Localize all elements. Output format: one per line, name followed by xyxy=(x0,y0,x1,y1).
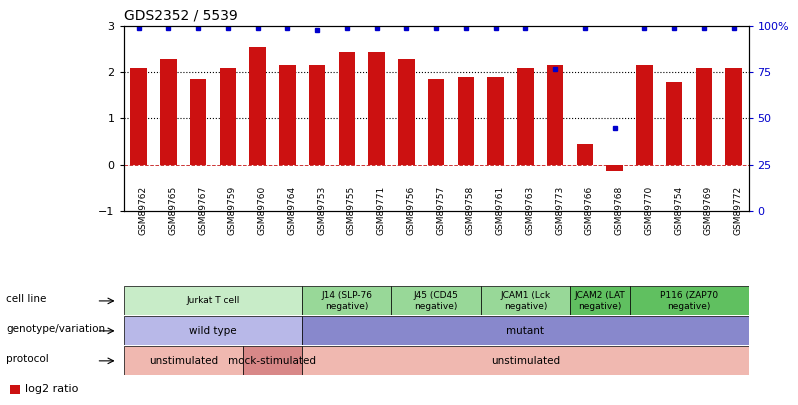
Text: P116 (ZAP70
negative): P116 (ZAP70 negative) xyxy=(660,291,718,311)
Text: GSM89757: GSM89757 xyxy=(436,186,445,235)
Text: GSM89765: GSM89765 xyxy=(168,186,177,235)
Text: GSM89759: GSM89759 xyxy=(228,186,237,235)
Bar xyxy=(480,286,570,315)
Bar xyxy=(488,77,504,164)
Bar xyxy=(219,68,236,164)
Text: GSM89768: GSM89768 xyxy=(614,186,623,235)
Bar xyxy=(392,286,480,315)
Bar xyxy=(124,286,302,315)
Text: mutant: mutant xyxy=(507,326,544,336)
Bar xyxy=(302,316,749,345)
Text: GSM89772: GSM89772 xyxy=(733,186,743,235)
Bar xyxy=(725,68,742,164)
Text: log2 ratio: log2 ratio xyxy=(25,384,78,394)
Text: GSM89767: GSM89767 xyxy=(198,186,207,235)
Text: GSM89761: GSM89761 xyxy=(496,186,504,235)
Text: GSM89769: GSM89769 xyxy=(704,186,713,235)
Bar xyxy=(577,144,593,164)
Text: GSM89754: GSM89754 xyxy=(674,186,683,235)
Bar xyxy=(190,79,206,164)
Text: JCAM1 (Lck
negative): JCAM1 (Lck negative) xyxy=(500,291,551,311)
Text: unstimulated: unstimulated xyxy=(148,356,218,366)
Text: GSM89762: GSM89762 xyxy=(139,186,148,235)
Text: wild type: wild type xyxy=(189,326,237,336)
Bar xyxy=(309,66,326,164)
Bar xyxy=(124,316,302,345)
Text: J14 (SLP-76
negative): J14 (SLP-76 negative) xyxy=(322,291,373,311)
Text: GSM89756: GSM89756 xyxy=(406,186,415,235)
Text: GSM89753: GSM89753 xyxy=(317,186,326,235)
Text: genotype/variation: genotype/variation xyxy=(6,324,105,335)
Text: GDS2352 / 5539: GDS2352 / 5539 xyxy=(124,8,238,22)
Bar xyxy=(338,52,355,164)
Bar xyxy=(547,66,563,164)
Bar xyxy=(302,286,392,315)
Text: GSM89771: GSM89771 xyxy=(377,186,385,235)
Bar xyxy=(428,79,444,164)
Bar xyxy=(666,82,682,164)
Text: GSM89755: GSM89755 xyxy=(347,186,356,235)
Bar xyxy=(696,68,712,164)
Bar xyxy=(517,68,534,164)
Text: Jurkat T cell: Jurkat T cell xyxy=(186,296,239,305)
Bar xyxy=(606,164,622,171)
Text: GSM89773: GSM89773 xyxy=(555,186,564,235)
Text: cell line: cell line xyxy=(6,294,46,305)
Text: mock-stimulated: mock-stimulated xyxy=(228,356,317,366)
Text: GSM89766: GSM89766 xyxy=(585,186,594,235)
Bar xyxy=(279,66,295,164)
Text: GSM89764: GSM89764 xyxy=(287,186,296,235)
Text: GSM89758: GSM89758 xyxy=(466,186,475,235)
Text: J45 (CD45
negative): J45 (CD45 negative) xyxy=(413,291,459,311)
Text: GSM89763: GSM89763 xyxy=(525,186,535,235)
Bar xyxy=(630,286,749,315)
Text: GSM89760: GSM89760 xyxy=(258,186,267,235)
Bar xyxy=(124,346,243,375)
Text: unstimulated: unstimulated xyxy=(491,356,560,366)
Bar xyxy=(243,346,302,375)
Text: GSM89770: GSM89770 xyxy=(645,186,654,235)
Bar xyxy=(398,59,414,164)
Bar xyxy=(458,77,474,164)
Bar xyxy=(130,68,147,164)
Bar xyxy=(160,59,176,164)
Bar xyxy=(636,66,653,164)
Bar xyxy=(369,52,385,164)
Bar xyxy=(250,47,266,164)
Bar xyxy=(302,346,749,375)
Text: JCAM2 (LAT
negative): JCAM2 (LAT negative) xyxy=(575,291,625,311)
Bar xyxy=(570,286,630,315)
Bar xyxy=(10,385,20,394)
Text: protocol: protocol xyxy=(6,354,49,364)
